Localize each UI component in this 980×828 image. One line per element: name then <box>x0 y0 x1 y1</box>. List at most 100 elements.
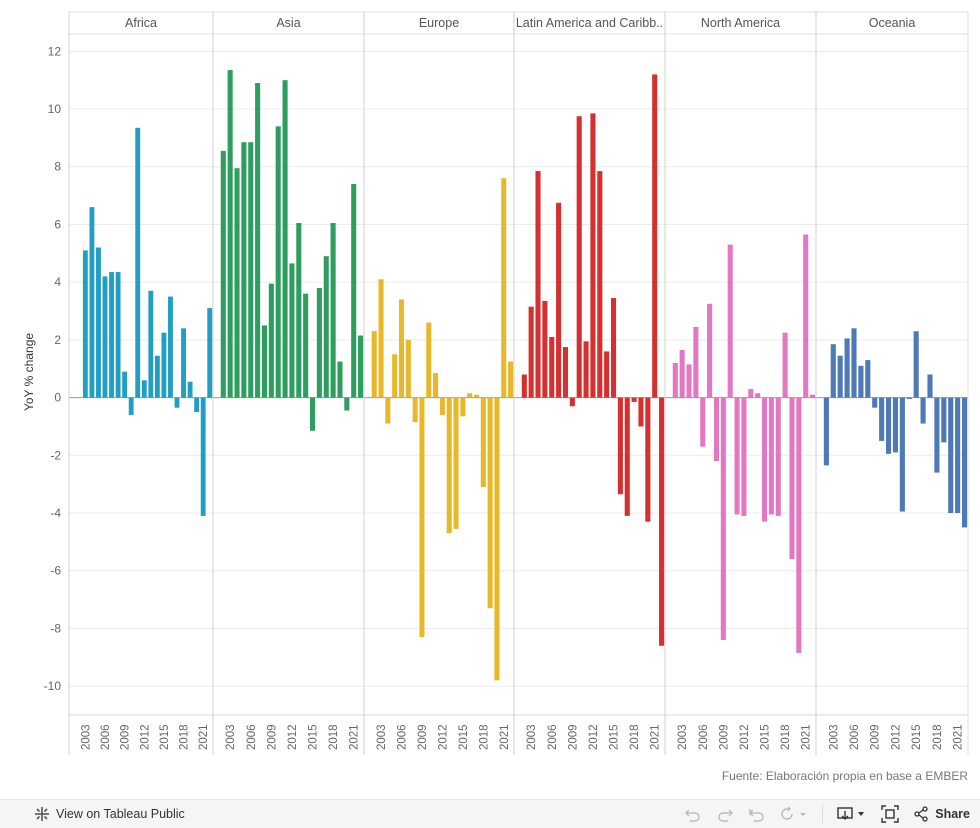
bar[interactable] <box>194 397 200 413</box>
bar[interactable] <box>535 171 541 398</box>
bar[interactable] <box>161 332 167 398</box>
bar[interactable] <box>337 361 343 398</box>
bar[interactable] <box>309 397 316 431</box>
bar[interactable] <box>624 397 630 516</box>
bar[interactable] <box>282 80 288 398</box>
bar[interactable] <box>879 397 885 441</box>
bar[interactable] <box>734 397 740 515</box>
bar[interactable] <box>268 283 274 398</box>
bar[interactable] <box>316 287 322 398</box>
bar[interactable] <box>789 397 795 560</box>
bar[interactable] <box>501 178 507 398</box>
bar[interactable] <box>241 142 247 398</box>
bar[interactable] <box>768 397 774 515</box>
bar[interactable] <box>330 223 336 398</box>
bar[interactable] <box>261 325 268 398</box>
download-button[interactable] <box>837 806 867 822</box>
bar[interactable] <box>556 202 562 398</box>
bar[interactable] <box>775 397 781 516</box>
bar[interactable] <box>102 276 108 398</box>
bar[interactable] <box>727 244 733 398</box>
bar[interactable] <box>135 127 141 398</box>
bar[interactable] <box>480 397 486 488</box>
bar[interactable] <box>948 397 954 514</box>
bar[interactable] <box>906 397 912 400</box>
bar[interactable] <box>741 397 747 516</box>
redo-button[interactable] <box>716 806 734 822</box>
bar[interactable] <box>686 364 692 398</box>
bar[interactable] <box>562 347 569 398</box>
bar[interactable] <box>453 397 459 529</box>
bar[interactable] <box>693 326 699 398</box>
bar[interactable] <box>844 338 850 398</box>
bar[interactable] <box>803 234 809 398</box>
bar[interactable] <box>141 380 147 398</box>
bar[interactable] <box>154 355 160 398</box>
bar[interactable] <box>927 374 933 398</box>
fullscreen-button[interactable] <box>881 805 899 823</box>
bar[interactable] <box>148 290 154 398</box>
bar[interactable] <box>720 397 726 640</box>
bar[interactable] <box>446 397 452 534</box>
bar[interactable] <box>941 397 947 443</box>
bar[interactable] <box>234 168 240 398</box>
bar[interactable] <box>508 361 514 398</box>
revert-button[interactable] <box>748 806 766 822</box>
bar[interactable] <box>303 293 309 398</box>
bar[interactable] <box>659 397 665 646</box>
bar[interactable] <box>638 397 644 427</box>
refresh-button[interactable] <box>780 806 808 822</box>
bar[interactable] <box>378 279 384 398</box>
bar[interactable] <box>597 171 603 398</box>
bar[interactable] <box>275 126 281 398</box>
bar[interactable] <box>89 207 95 398</box>
bar[interactable] <box>521 374 527 398</box>
bar[interactable] <box>200 397 206 516</box>
bar[interactable] <box>174 397 180 408</box>
bar[interactable] <box>412 397 418 423</box>
bar[interactable] <box>494 397 500 681</box>
bar[interactable] <box>810 394 816 398</box>
bar[interactable] <box>892 397 899 453</box>
bar[interactable] <box>934 397 940 473</box>
bar[interactable] <box>82 250 88 398</box>
bar[interactable] <box>385 397 391 424</box>
bar[interactable] <box>96 247 101 398</box>
bar[interactable] <box>398 299 405 398</box>
bar[interactable] <box>955 397 961 514</box>
bar[interactable] <box>920 397 926 424</box>
bar[interactable] <box>487 397 493 609</box>
bar[interactable] <box>255 83 261 398</box>
bar[interactable] <box>872 397 878 408</box>
bar[interactable] <box>115 272 121 398</box>
bar[interactable] <box>823 397 829 466</box>
bar[interactable] <box>851 328 857 398</box>
bar[interactable] <box>617 397 623 495</box>
bar[interactable] <box>837 355 843 398</box>
bar[interactable] <box>122 371 128 398</box>
bar[interactable] <box>796 397 802 653</box>
bar[interactable] <box>227 70 233 398</box>
bar[interactable] <box>467 393 473 398</box>
bar[interactable] <box>168 296 173 398</box>
bar[interactable] <box>323 256 329 398</box>
bar[interactable] <box>549 336 555 398</box>
bar[interactable] <box>913 331 919 398</box>
bar[interactable] <box>865 360 871 398</box>
bar[interactable] <box>419 397 425 638</box>
view-on-tableau-public-link[interactable]: View on Tableau Public <box>34 806 185 822</box>
bar[interactable] <box>713 397 720 462</box>
bar[interactable] <box>672 362 678 398</box>
bar[interactable] <box>405 339 411 398</box>
bar[interactable] <box>755 393 761 398</box>
bar[interactable] <box>296 223 302 398</box>
bar[interactable] <box>473 394 480 398</box>
bar[interactable] <box>392 354 398 398</box>
share-button[interactable]: Share <box>913 806 970 822</box>
bar[interactable] <box>248 142 254 398</box>
bar[interactable] <box>344 397 350 411</box>
bar[interactable] <box>569 397 575 407</box>
bar[interactable] <box>652 74 658 398</box>
bar[interactable] <box>899 397 905 512</box>
bar[interactable] <box>583 341 589 398</box>
